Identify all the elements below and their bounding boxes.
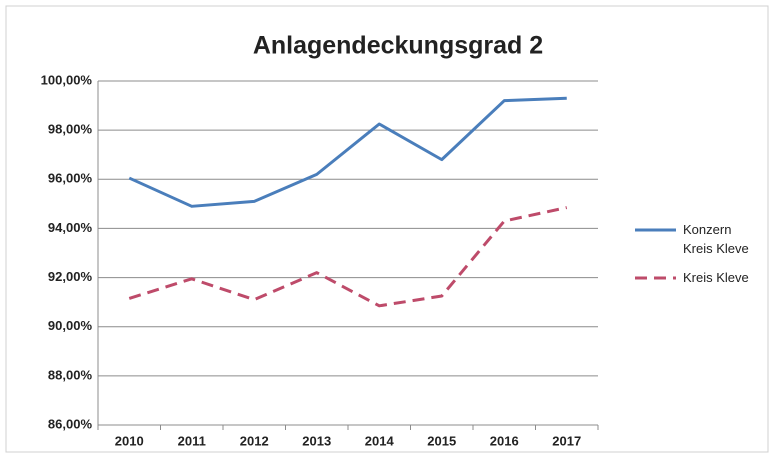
x-tick-label: 2017 <box>552 433 581 448</box>
x-tick-label: 2013 <box>302 433 331 448</box>
x-tick-label: 2015 <box>427 433 456 448</box>
series-line <box>128 96 567 208</box>
y-tick-label: 86,00% <box>48 416 93 431</box>
x-tick-label: 2011 <box>178 433 206 448</box>
y-tick-label: 94,00% <box>48 220 93 235</box>
y-tick-label: 92,00% <box>48 269 93 284</box>
legend-label: Konzern Kreis Kleve <box>683 222 749 256</box>
x-tick-label: 2010 <box>115 433 144 448</box>
y-tick-label: 98,00% <box>48 122 93 137</box>
chart-title: Anlagendeckungsgrad 2 <box>253 32 543 60</box>
y-tick-label: 100,00% <box>41 72 93 87</box>
y-tick-label: 96,00% <box>48 171 93 186</box>
x-tick-label: 2016 <box>490 433 519 448</box>
y-tick-label: 88,00% <box>48 367 93 382</box>
legend-label: Kreis Kleve <box>683 270 749 285</box>
x-tick-label: 2012 <box>240 433 269 448</box>
y-tick-label: 90,00% <box>48 318 93 333</box>
series-line <box>128 206 568 308</box>
x-tick-label: 2014 <box>365 433 395 448</box>
